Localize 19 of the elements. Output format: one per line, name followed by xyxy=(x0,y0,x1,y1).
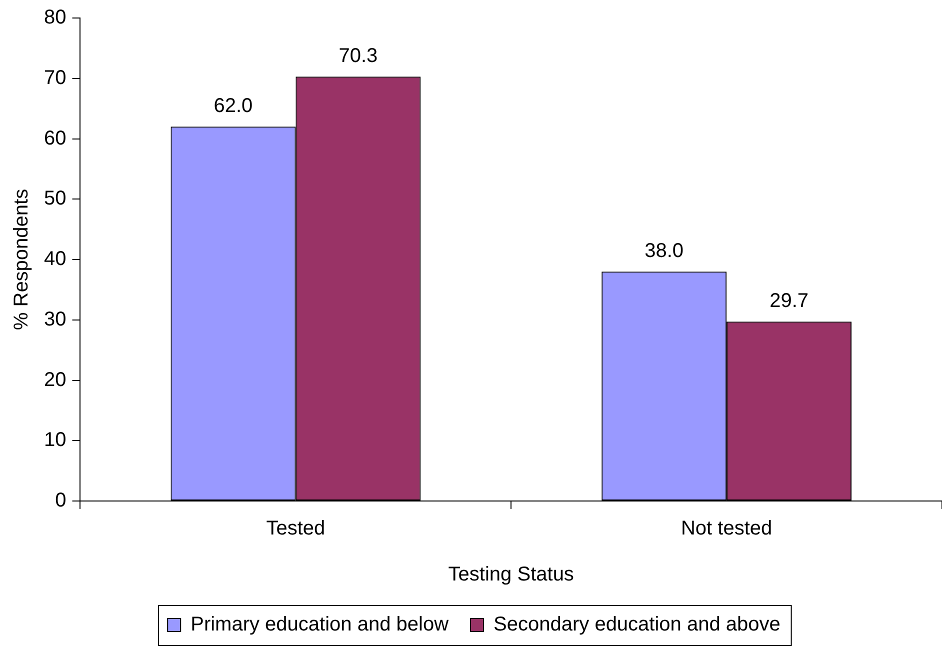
data-label: 62.0 xyxy=(214,95,253,118)
x-tick-label: Not tested xyxy=(680,518,772,540)
y-tick-label: 30 xyxy=(44,308,66,330)
y-tick-label: 10 xyxy=(44,429,66,452)
y-tick-label: 20 xyxy=(44,368,66,391)
data-label: 29.7 xyxy=(770,290,809,312)
y-tick-label: 0 xyxy=(55,490,66,512)
y-tick-label: 70 xyxy=(44,66,66,89)
y-tick-label: 60 xyxy=(44,127,66,150)
legend-label: Primary education and below xyxy=(190,614,450,636)
legend-label: Secondary education and above xyxy=(494,614,780,636)
y-tick-label: 40 xyxy=(44,248,66,270)
y-tick-label: 50 xyxy=(44,188,66,210)
data-label: 38.0 xyxy=(644,240,684,262)
x-axis-title: Testing Status xyxy=(448,564,574,586)
data-label: 70.3 xyxy=(338,45,378,68)
y-axis-title: % Respondents xyxy=(10,188,33,330)
x-tick-label: Tested xyxy=(266,518,326,540)
y-tick-label: 80 xyxy=(44,6,66,29)
